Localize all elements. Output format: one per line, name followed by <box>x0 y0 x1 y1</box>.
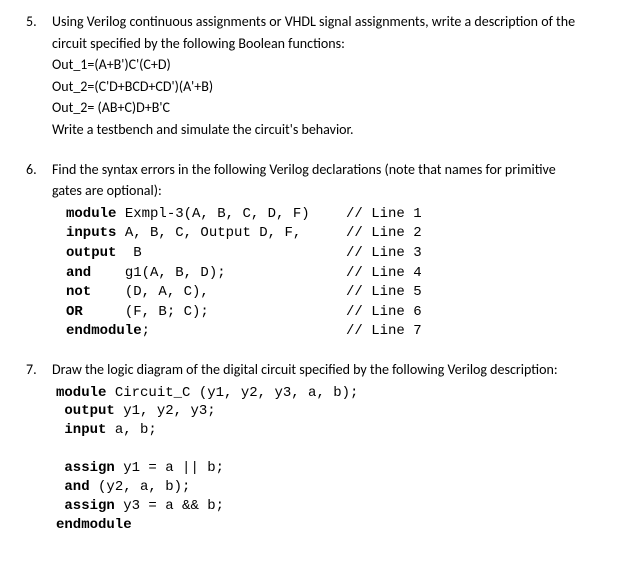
code-keyword: and <box>64 479 89 495</box>
code-keyword: inputs <box>66 225 116 241</box>
code-line: and (y2, a, b); <box>56 478 623 497</box>
code-line: assign y3 = a && b; <box>56 497 623 516</box>
code-keyword: endmodule <box>56 517 132 533</box>
text-line: Draw the logic diagram of the digital ci… <box>52 360 623 380</box>
problem-number: 7. <box>26 360 52 535</box>
text-line: gates are optional): <box>52 181 623 201</box>
code-row: output B // Line 3 <box>66 244 623 264</box>
problem-5: 5. Using Verilog continuous assignments … <box>26 12 623 142</box>
text-line: Find the syntax errors in the following … <box>52 160 623 180</box>
code-keyword: endmodule <box>66 323 142 339</box>
code-keyword: and <box>66 265 91 281</box>
problem-body: Draw the logic diagram of the digital ci… <box>52 360 623 535</box>
code-line: assign y1 = a || b; <box>56 459 623 478</box>
code-keyword: assign <box>64 498 114 514</box>
code-text: a, b; <box>106 422 156 438</box>
code-line <box>56 440 623 459</box>
code-keyword: output <box>64 403 114 419</box>
code-comment: // Line 7 <box>346 322 422 342</box>
code-block: module Exmpl-3(A, B, C, D, F) // Line 1 … <box>66 205 623 342</box>
problem-number: 6. <box>26 160 52 342</box>
code-row: OR (F, B; C); // Line 6 <box>66 303 623 323</box>
text-line: Using Verilog continuous assignments or … <box>52 12 623 32</box>
code-text: A, B, C, Output D, F, <box>116 225 301 241</box>
code-row: inputs A, B, C, Output D, F, // Line 2 <box>66 224 623 244</box>
code-comment: // Line 1 <box>346 205 422 225</box>
code-keyword: not <box>66 284 91 300</box>
code-comment: // Line 3 <box>346 244 422 264</box>
problem-body: Find the syntax errors in the following … <box>52 160 623 342</box>
code-text: g1(A, B, D); <box>91 265 225 281</box>
code-row: and g1(A, B, D); // Line 4 <box>66 264 623 284</box>
code-text: (D, A, C), <box>91 284 209 300</box>
problem-6: 6. Find the syntax errors in the followi… <box>26 160 623 342</box>
code-line: output y1, y2, y3; <box>56 402 623 421</box>
code-row: not (D, A, C), // Line 5 <box>66 283 623 303</box>
code-text: y1 = a || b; <box>115 460 224 476</box>
code-text: Circuit_C (y1, y2, y3, a, b); <box>106 385 358 401</box>
code-block: module Circuit_C (y1, y2, y3, a, b); out… <box>56 384 623 535</box>
code-text: B <box>116 245 141 261</box>
code-text: y1, y2, y3; <box>115 403 216 419</box>
code-text: Exmpl-3(A, B, C, D, F) <box>116 206 309 222</box>
code-comment: // Line 6 <box>346 303 422 323</box>
code-keyword: output <box>66 245 116 261</box>
code-keyword: module <box>66 206 116 222</box>
code-comment: // Line 4 <box>346 264 422 284</box>
text-line: Out_1=(A+B')C'(C+D) <box>52 55 623 75</box>
code-text: ; <box>142 323 150 339</box>
text-line: Out_2=(C'D+BCD+CD')(A'+B) <box>52 77 623 97</box>
problem-body: Using Verilog continuous assignments or … <box>52 12 623 142</box>
code-text: y3 = a && b; <box>115 498 224 514</box>
code-keyword: module <box>56 385 106 401</box>
code-row: endmodule; // Line 7 <box>66 322 623 342</box>
text-line: Out_2= (AB+C)D+B'C <box>52 98 623 118</box>
code-keyword: OR <box>66 304 83 320</box>
code-row: module Exmpl-3(A, B, C, D, F) // Line 1 <box>66 205 623 225</box>
code-text: (F, B; C); <box>83 304 209 320</box>
code-keyword: input <box>64 422 106 438</box>
code-line: endmodule <box>56 516 623 535</box>
text-line: circuit specified by the following Boole… <box>52 34 623 54</box>
text-line: Write a testbench and simulate the circu… <box>52 120 623 140</box>
problem-7: 7. Draw the logic diagram of the digital… <box>26 360 623 535</box>
code-line: module Circuit_C (y1, y2, y3, a, b); <box>56 384 623 403</box>
code-comment: // Line 2 <box>346 224 422 244</box>
code-keyword: assign <box>64 460 114 476</box>
code-comment: // Line 5 <box>346 283 422 303</box>
code-text: (y2, a, b); <box>90 479 191 495</box>
code-line: input a, b; <box>56 421 623 440</box>
problem-number: 5. <box>26 12 52 142</box>
